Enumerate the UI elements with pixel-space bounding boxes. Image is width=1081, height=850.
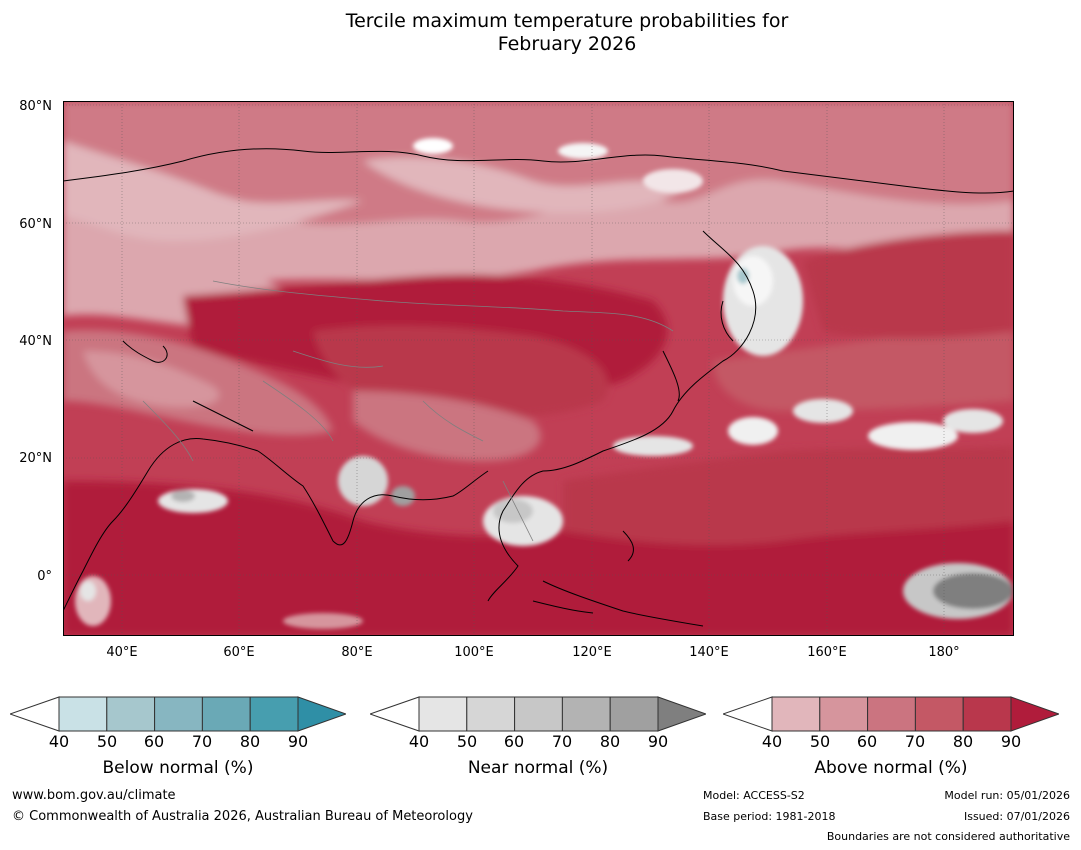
copyright-text: © Commonwealth of Australia 2026, Austra… bbox=[12, 809, 473, 824]
lat-label-80n: 80°N bbox=[19, 99, 52, 114]
colorbar-above-title: Above normal (%) bbox=[814, 758, 968, 778]
colorbar-below-bin-2 bbox=[106, 696, 156, 732]
colorbar-below-bin-4 bbox=[201, 696, 251, 732]
tick: 70 bbox=[191, 732, 213, 751]
colorbar-below-title: Below normal (%) bbox=[102, 758, 254, 778]
colorbar-below-bin-1 bbox=[58, 696, 108, 732]
tick: 80 bbox=[952, 732, 974, 751]
colorbar-above-bin-5 bbox=[962, 696, 1012, 732]
colorbar-near-bin-5 bbox=[609, 696, 659, 732]
lon-label-60e: 60°E bbox=[223, 645, 255, 660]
colorbar-above-low-extend bbox=[721, 696, 773, 732]
colorbar-near-bin-3 bbox=[514, 696, 563, 732]
lat-label-60n: 60°N bbox=[19, 217, 52, 232]
tick: 40 bbox=[48, 732, 70, 751]
tick: 50 bbox=[809, 732, 831, 751]
lon-label-140e: 140°E bbox=[689, 645, 729, 660]
colorbar-below-high-extend bbox=[297, 696, 348, 732]
tick: 90 bbox=[1000, 732, 1022, 751]
tick: 50 bbox=[456, 732, 478, 751]
tick: 60 bbox=[143, 732, 165, 751]
colorbar-below bbox=[8, 694, 348, 734]
near-normal-patches bbox=[75, 138, 1013, 629]
issued-date: Issued: 07/01/2026 bbox=[963, 810, 1070, 823]
colorbar-near-title: Near normal (%) bbox=[467, 758, 609, 778]
graticule bbox=[63, 101, 1014, 636]
colorbar-above-bin-4 bbox=[914, 696, 964, 732]
tick: 40 bbox=[761, 732, 783, 751]
lon-label-80e: 80°E bbox=[341, 645, 373, 660]
colorbar-above-bin-2 bbox=[819, 696, 869, 732]
lon-label-180: 180° bbox=[928, 645, 960, 660]
lat-label-eq: 0° bbox=[37, 569, 52, 584]
tick: 90 bbox=[647, 732, 669, 751]
colorbar-near-high-extend bbox=[657, 696, 708, 732]
lat-label-20n: 20°N bbox=[19, 451, 52, 466]
map-svg bbox=[63, 101, 1014, 636]
lon-label-100e: 100°E bbox=[454, 645, 494, 660]
tick: 80 bbox=[599, 732, 621, 751]
map-title: Tercile maximum temperature probabilitie… bbox=[0, 10, 1081, 56]
tick: 90 bbox=[287, 732, 309, 751]
boundaries-disclaimer: Boundaries are not considered authoritat… bbox=[826, 830, 1070, 843]
probability-field bbox=[63, 101, 1014, 636]
title-line-2: February 2026 bbox=[497, 33, 637, 55]
lon-label-120e: 120°E bbox=[572, 645, 612, 660]
tick: 60 bbox=[503, 732, 525, 751]
tick: 40 bbox=[408, 732, 430, 751]
tick: 70 bbox=[551, 732, 573, 751]
colorbar-near-bin-4 bbox=[561, 696, 611, 732]
lon-label-160e: 160°E bbox=[807, 645, 847, 660]
model-run-date: Model run: 05/01/2026 bbox=[944, 789, 1070, 802]
colorbar-below-bin-5 bbox=[249, 696, 299, 732]
model-name: Model: ACCESS-S2 bbox=[703, 789, 805, 802]
tick: 50 bbox=[96, 732, 118, 751]
colorbar-below-low-extend bbox=[8, 696, 60, 732]
title-line-1: Tercile maximum temperature probabilitie… bbox=[345, 10, 789, 32]
base-period: Base period: 1981-2018 bbox=[703, 810, 836, 823]
colorbar-above-bin-3 bbox=[867, 696, 916, 732]
tick: 60 bbox=[856, 732, 878, 751]
colorbar-near-low-extend bbox=[368, 696, 420, 732]
probability-map bbox=[63, 101, 1014, 636]
colorbar-above bbox=[721, 694, 1061, 734]
country-borders bbox=[142, 280, 674, 542]
colorbar-near bbox=[368, 694, 708, 734]
website-link[interactable]: www.bom.gov.au/climate bbox=[12, 788, 176, 803]
map-frame bbox=[63, 101, 1014, 636]
colorbar-above-high-extend bbox=[1010, 696, 1061, 732]
colorbar-near-bin-2 bbox=[466, 696, 516, 732]
lon-label-40e: 40°E bbox=[106, 645, 138, 660]
coastlines bbox=[63, 148, 1014, 627]
lat-label-40n: 40°N bbox=[19, 334, 52, 349]
tick: 80 bbox=[239, 732, 261, 751]
colorbar-below-bin-3 bbox=[154, 696, 203, 732]
colorbar-near-bin-1 bbox=[418, 696, 468, 732]
colorbar-above-bin-1 bbox=[771, 696, 821, 732]
tick: 70 bbox=[904, 732, 926, 751]
